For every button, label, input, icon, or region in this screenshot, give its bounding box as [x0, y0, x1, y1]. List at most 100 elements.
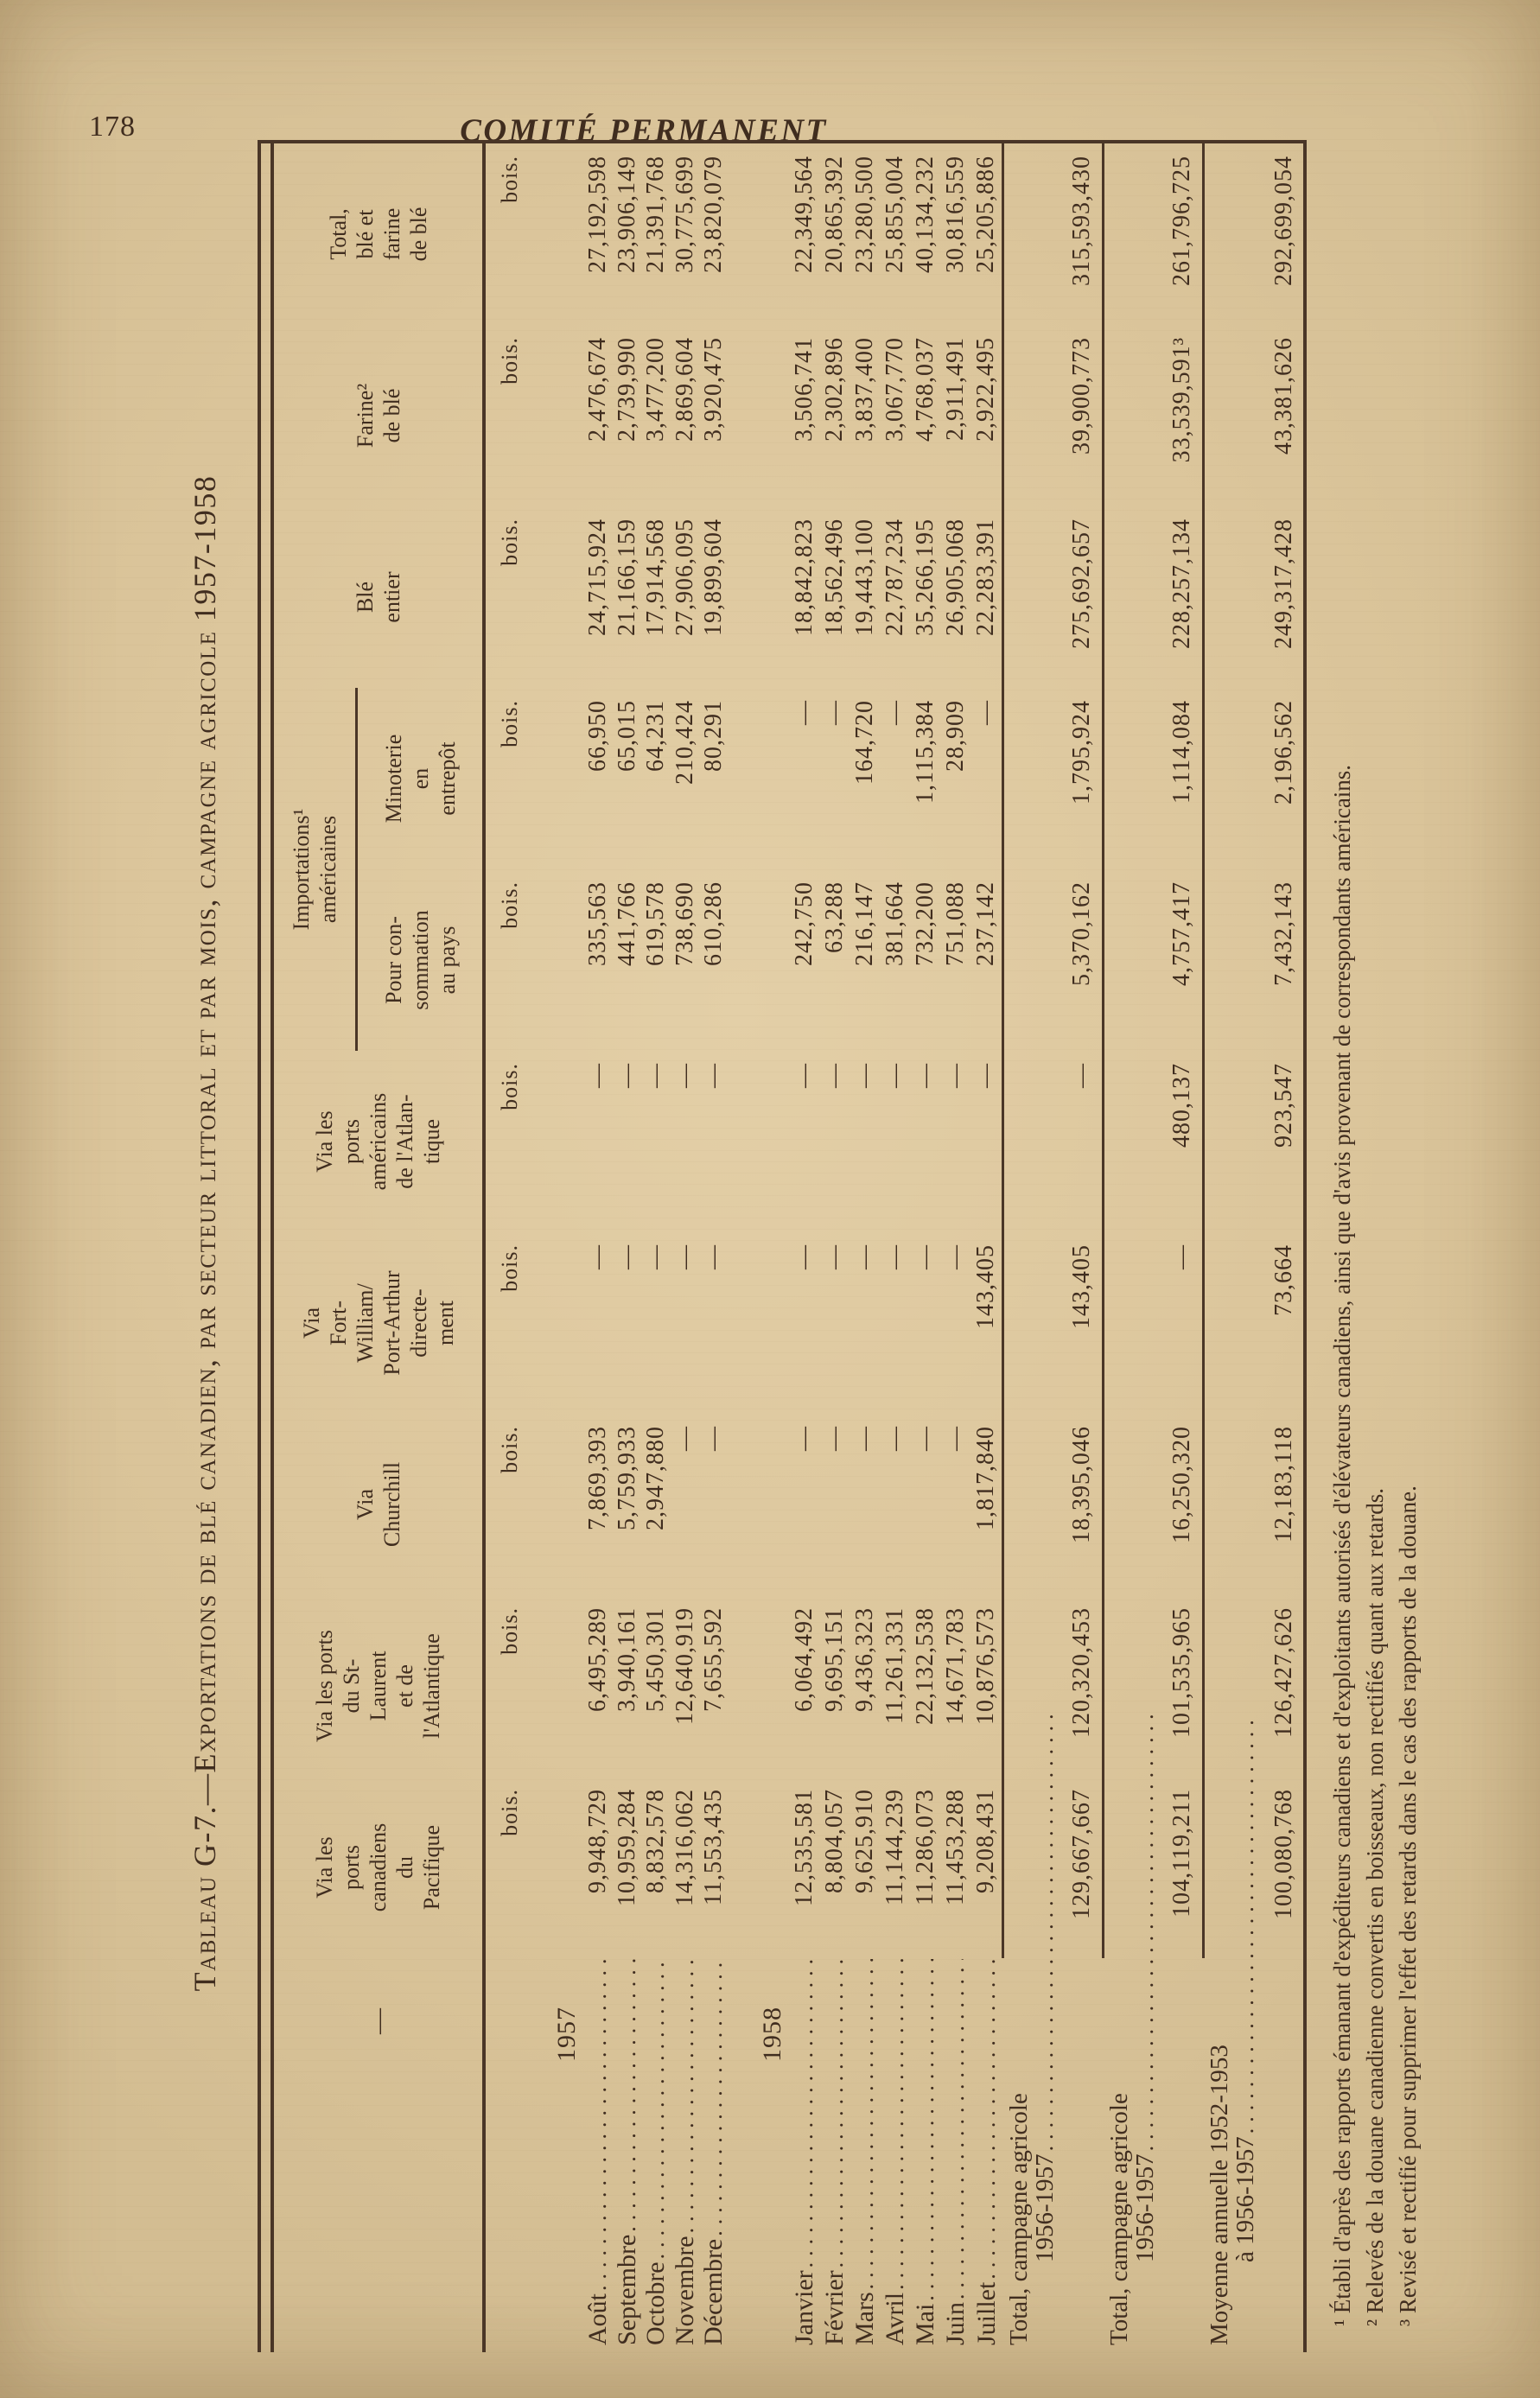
value-cell: 441,766 [613, 881, 640, 966]
empty-cell [729, 143, 790, 325]
year-label: 1958 [758, 2007, 786, 2062]
table-title: Tableau G-7.—Exportations de blé canadie… [188, 474, 222, 1992]
value-cell: 80,291 [700, 699, 728, 772]
total-label: Total, campagne agricole 1956-1957 [1105, 1714, 1159, 2345]
double-rule [258, 143, 274, 2352]
footnote-1: ¹ Établi d'après des rapports émanant d'… [1329, 764, 1355, 2326]
leader-dots [1134, 1714, 1157, 2151]
month-label-cell: Novembre [671, 1958, 700, 2352]
month-name: Avril [881, 2292, 910, 2345]
value-cell: 732,200 [912, 881, 939, 966]
month-label-cell: Mars [850, 1958, 881, 2352]
value-cell: 275,692,657 [1002, 506, 1103, 688]
value-cell: 14,671,783 [942, 1607, 970, 1725]
value-cell: 23,820,079 [700, 155, 728, 273]
value-cell: 9,625,910 [851, 1789, 879, 1893]
value-cell: 315,593,430 [1002, 143, 1103, 325]
value-cell: — [942, 1063, 970, 1088]
value-cell: — [1002, 1051, 1103, 1232]
value-cell: 66,950 [584, 699, 612, 772]
value-cell: — [642, 1244, 670, 1269]
value-cell: 2,302,896 [821, 336, 849, 442]
value-cell: 11,144,239 [881, 1789, 909, 1905]
value-cell: 23,280,500 [851, 155, 879, 273]
leader-dots [976, 1959, 999, 2280]
empty-cell [534, 506, 583, 688]
total-label-line2: à 1956-1957 [1231, 1714, 1260, 2345]
value-cell: 143,405 [972, 1244, 1000, 1329]
total-label-cell: Moyenne annuelle 1952-1953 à 1956-1957 [1203, 1958, 1303, 2352]
year-row: 1958 [729, 143, 790, 2352]
value-cell: 3,067,770 [881, 336, 909, 442]
table-row: Novembre 14,316,062 12,640,919 — — — 738,690 21… [671, 143, 700, 2352]
value-cell: — [851, 1244, 879, 1269]
units-row-label [484, 1958, 534, 2352]
total-label: Total, campagne agricole 1956-1957 [1005, 1714, 1059, 2345]
value-cell: 43,381,626 [1203, 324, 1303, 506]
value-cell: — [791, 1063, 818, 1088]
value-cell: 2,869,604 [671, 336, 698, 442]
value-cell: 1,115,384 [912, 699, 939, 804]
col-header-pour-consommation: Pour con- sommation au pays [380, 910, 460, 1010]
total-row: Total, campagne agricole1956-1957104,119… [1103, 143, 1203, 2352]
month-name: Février [820, 2270, 850, 2345]
empty-cell [729, 688, 790, 869]
value-cell: — [912, 1063, 939, 1088]
total-label-years: à 1956-1957 [1231, 2136, 1260, 2262]
empty-cell [534, 1051, 583, 1232]
value-cell: 63,288 [821, 881, 849, 953]
value-cell: — [671, 1426, 698, 1451]
month-label: Juillet [972, 1959, 1001, 2345]
value-cell: 2,922,495 [972, 336, 1000, 442]
value-cell: 19,899,604 [700, 518, 728, 636]
value-cell: 9,695,151 [821, 1607, 849, 1712]
value-cell: 16,250,320 [1103, 1414, 1203, 1595]
value-cell: 5,450,301 [642, 1607, 670, 1712]
value-cell: 5,759,933 [613, 1426, 640, 1530]
value-cell: 27,906,095 [671, 518, 698, 636]
value-cell: 20,865,392 [821, 155, 849, 273]
table-row: Mars 9,625,910 9,436,323 — — — 216,147 164,720 1… [850, 143, 881, 2352]
empty-cell [534, 325, 583, 506]
value-cell: 24,715,924 [584, 518, 612, 636]
table-row: Avril 11,144,239 11,261,331 — — — 381,664 — 22,7… [881, 143, 911, 2352]
month-name: Juillet [972, 2281, 1001, 2345]
value-cell: — [821, 1063, 849, 1088]
value-cell: 35,266,195 [912, 518, 939, 636]
month-label: Août [583, 1959, 612, 2345]
total-label-line2: 1956-1957 [1031, 1714, 1059, 2345]
value-cell: — [881, 1426, 909, 1451]
value-cell: — [700, 1244, 728, 1269]
month-label-cell: Septembre [613, 1958, 642, 2352]
col-header-minoterie: Minoterie en entrepôt [380, 734, 460, 824]
leader-dots [884, 1959, 907, 2290]
table-row: Décembre 11,553,435 7,655,592 — — — 610,286 80,… [699, 143, 729, 2352]
value-cell: — [671, 1063, 698, 1088]
value-cell: — [972, 699, 1000, 725]
footnote-2: ² Relevés de la douane canadienne conver… [1362, 1488, 1388, 2326]
month-label: Novembre [671, 1959, 699, 2345]
value-cell: 21,391,768 [642, 155, 670, 273]
value-cell: 65,015 [613, 699, 640, 772]
value-cell: — [972, 1063, 1000, 1088]
month-name: Juin [941, 2301, 970, 2345]
month-label-cell: Janvier [790, 1958, 820, 2352]
value-cell: 261,796,725 [1103, 143, 1203, 325]
month-label-cell: Août [583, 1958, 613, 2352]
value-cell: 25,205,886 [972, 155, 1000, 273]
value-cell: 7,655,592 [700, 1607, 728, 1712]
value-cell: 610,286 [700, 881, 728, 966]
empty-cell [534, 1232, 583, 1414]
leader-dots [945, 1959, 968, 2299]
table-row: Juin 11,453,288 14,671,783 — — — 751,088 28,909… [941, 143, 971, 2352]
value-cell: 143,405 [1002, 1232, 1103, 1414]
bottom-rule [1303, 143, 1307, 2352]
month-name: Janvier [790, 2270, 819, 2345]
value-cell: — [671, 1244, 698, 1269]
value-cell: 4,768,037 [912, 336, 939, 442]
leader-dots [854, 1959, 877, 2289]
month-label: Septembre [613, 1959, 641, 2345]
value-cell: 480,137 [1103, 1051, 1203, 1232]
month-label-cell: Avril [881, 1958, 911, 2352]
month-label: Février [820, 1959, 850, 2345]
